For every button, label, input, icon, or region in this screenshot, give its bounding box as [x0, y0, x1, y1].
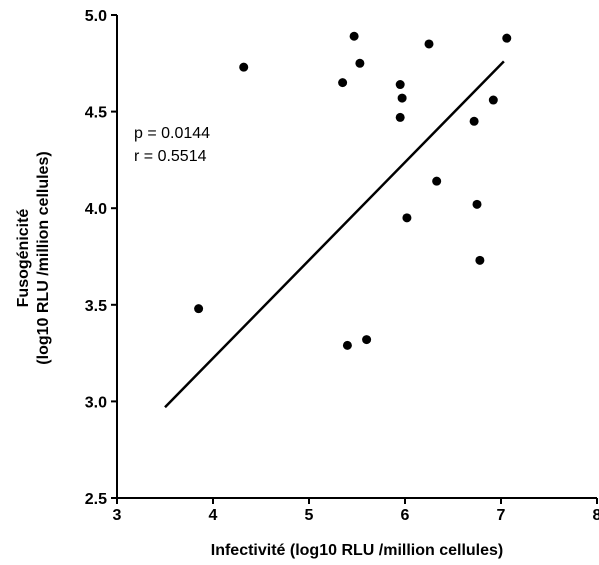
y-axis-title-line-1: Fusogénicité	[15, 209, 32, 308]
data-point	[402, 213, 412, 223]
y-tick-label: 4.0	[85, 201, 107, 218]
data-point	[349, 31, 359, 41]
data-point	[395, 112, 405, 122]
data-point	[239, 62, 249, 72]
data-point	[338, 78, 348, 88]
y-tick-label: 2.5	[85, 491, 107, 508]
data-point	[424, 39, 434, 49]
p-value-annotation: p = 0.0144	[134, 125, 210, 142]
r-value-annotation: r = 0.5514	[134, 148, 207, 165]
x-tick-label: 8	[593, 507, 599, 524]
regression-group	[164, 60, 505, 409]
x-axis-title: Infectivité (log10 RLU /million cellules…	[211, 542, 504, 559]
data-point	[397, 93, 407, 103]
ticks-group: 3 4 5 6 7 8 2.5 3.0 3.5 4.0 4.5 5.0	[85, 8, 599, 524]
data-point	[395, 80, 405, 90]
y-tick-label: 3.0	[85, 394, 107, 411]
regression-line	[164, 60, 505, 409]
points-group	[194, 31, 512, 350]
axes-group	[116, 15, 597, 499]
data-point	[194, 304, 204, 314]
x-tick-label: 6	[401, 507, 410, 524]
y-tick-label: 3.5	[85, 298, 107, 315]
data-point	[362, 335, 372, 345]
data-point	[488, 95, 498, 105]
x-tick-label: 3	[113, 507, 122, 524]
y-tick-label: 5.0	[85, 8, 107, 25]
data-point	[342, 340, 352, 350]
x-tick-label: 4	[209, 507, 218, 524]
x-tick-label: 7	[497, 507, 506, 524]
data-point	[432, 176, 442, 186]
y-axis-title-group: Fusogénicité (log10 RLU /million cellule…	[15, 151, 52, 364]
y-axis-title-line-2: (log10 RLU /million cellules)	[35, 151, 52, 364]
data-point	[472, 199, 482, 209]
data-point	[502, 33, 512, 43]
data-point	[475, 255, 485, 265]
x-tick-label: 5	[305, 507, 314, 524]
data-point	[469, 116, 479, 126]
data-point	[355, 58, 365, 68]
y-tick-label: 4.5	[85, 105, 107, 122]
